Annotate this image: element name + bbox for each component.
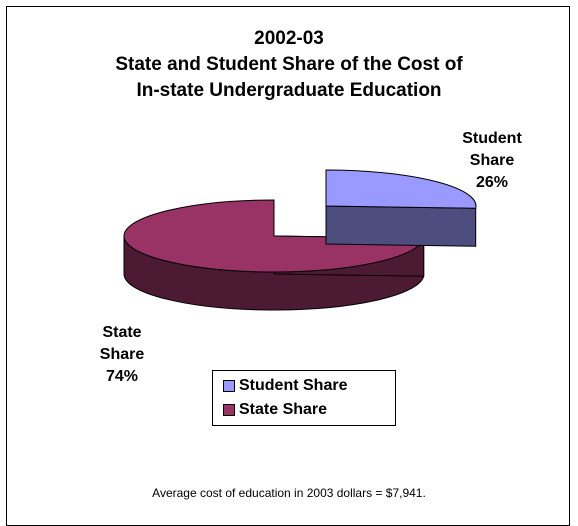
state-share-label-line-3: 74% bbox=[105, 368, 139, 385]
chart-title-line-3: In-state Undergraduate Education bbox=[136, 80, 442, 101]
chart-title-line-1: 2002-03 bbox=[254, 28, 324, 49]
student-share-data-label: Student Share 26% bbox=[452, 128, 532, 194]
legend-swatch-student-share bbox=[223, 380, 235, 392]
state-share-slice bbox=[123, 199, 425, 273]
chart-title: 2002-03 State and Student Share of the C… bbox=[0, 26, 578, 104]
student-share-label-line-3: 26% bbox=[475, 174, 509, 191]
student-share-slice bbox=[325, 169, 477, 209]
legend-label-student-share: Student Share bbox=[239, 377, 348, 394]
legend-item-student-share: Student Share bbox=[223, 375, 347, 397]
legend-label-state-share: State Share bbox=[239, 401, 328, 418]
chart-legend: Student Share State Share bbox=[212, 370, 396, 426]
legend-swatch-state-share bbox=[223, 404, 235, 416]
chart-title-line-2: State and Student Share of the Cost of bbox=[115, 54, 463, 75]
state-share-label-line-1: State bbox=[102, 324, 142, 341]
chart-footnote: Average cost of education in 2003 dollar… bbox=[152, 486, 426, 500]
student-share-slice-wall bbox=[325, 205, 477, 247]
legend-item-state-share: State Share bbox=[223, 399, 327, 421]
student-share-label-line-2: Share bbox=[469, 152, 515, 169]
state-share-data-label: State Share 74% bbox=[92, 322, 152, 388]
state-share-label-line-2: Share bbox=[99, 346, 145, 363]
student-share-label-line-1: Student bbox=[462, 130, 522, 147]
